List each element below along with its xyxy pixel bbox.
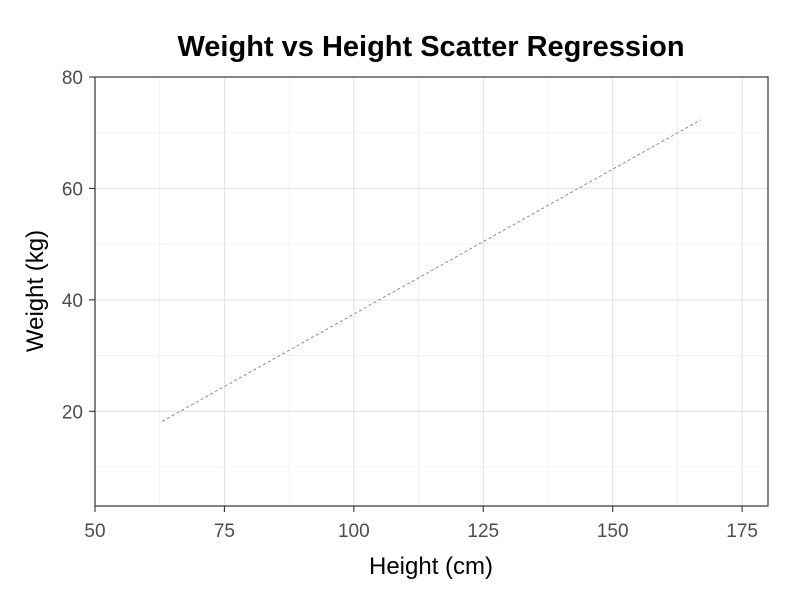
y-axis-label: Weight (kg): [22, 230, 49, 352]
y-tick-label: 80: [62, 68, 83, 89]
y-tick-label: 20: [62, 402, 83, 423]
x-tick-label: 75: [214, 521, 235, 542]
plot-panel-border: [94, 76, 769, 507]
y-tick-label: 40: [62, 291, 83, 312]
x-axis-ticks: 50 75 100 125 150 175: [84, 506, 758, 542]
series-layer: [162, 119, 701, 422]
x-tick-label: 175: [726, 521, 758, 542]
x-tick-label: 150: [597, 521, 629, 542]
x-tick-label: 50: [84, 521, 105, 542]
regression-line: [162, 119, 701, 422]
y-axis-ticks: 20 40 60 80: [62, 68, 95, 423]
y-tick-label: 60: [62, 179, 83, 200]
x-axis-label: Height (cm): [369, 553, 493, 580]
minor-gridlines: [95, 77, 768, 506]
x-tick-label: 125: [467, 521, 499, 542]
x-tick-label: 100: [338, 521, 370, 542]
chart-title: Weight vs Height Scatter Regression: [177, 31, 684, 63]
